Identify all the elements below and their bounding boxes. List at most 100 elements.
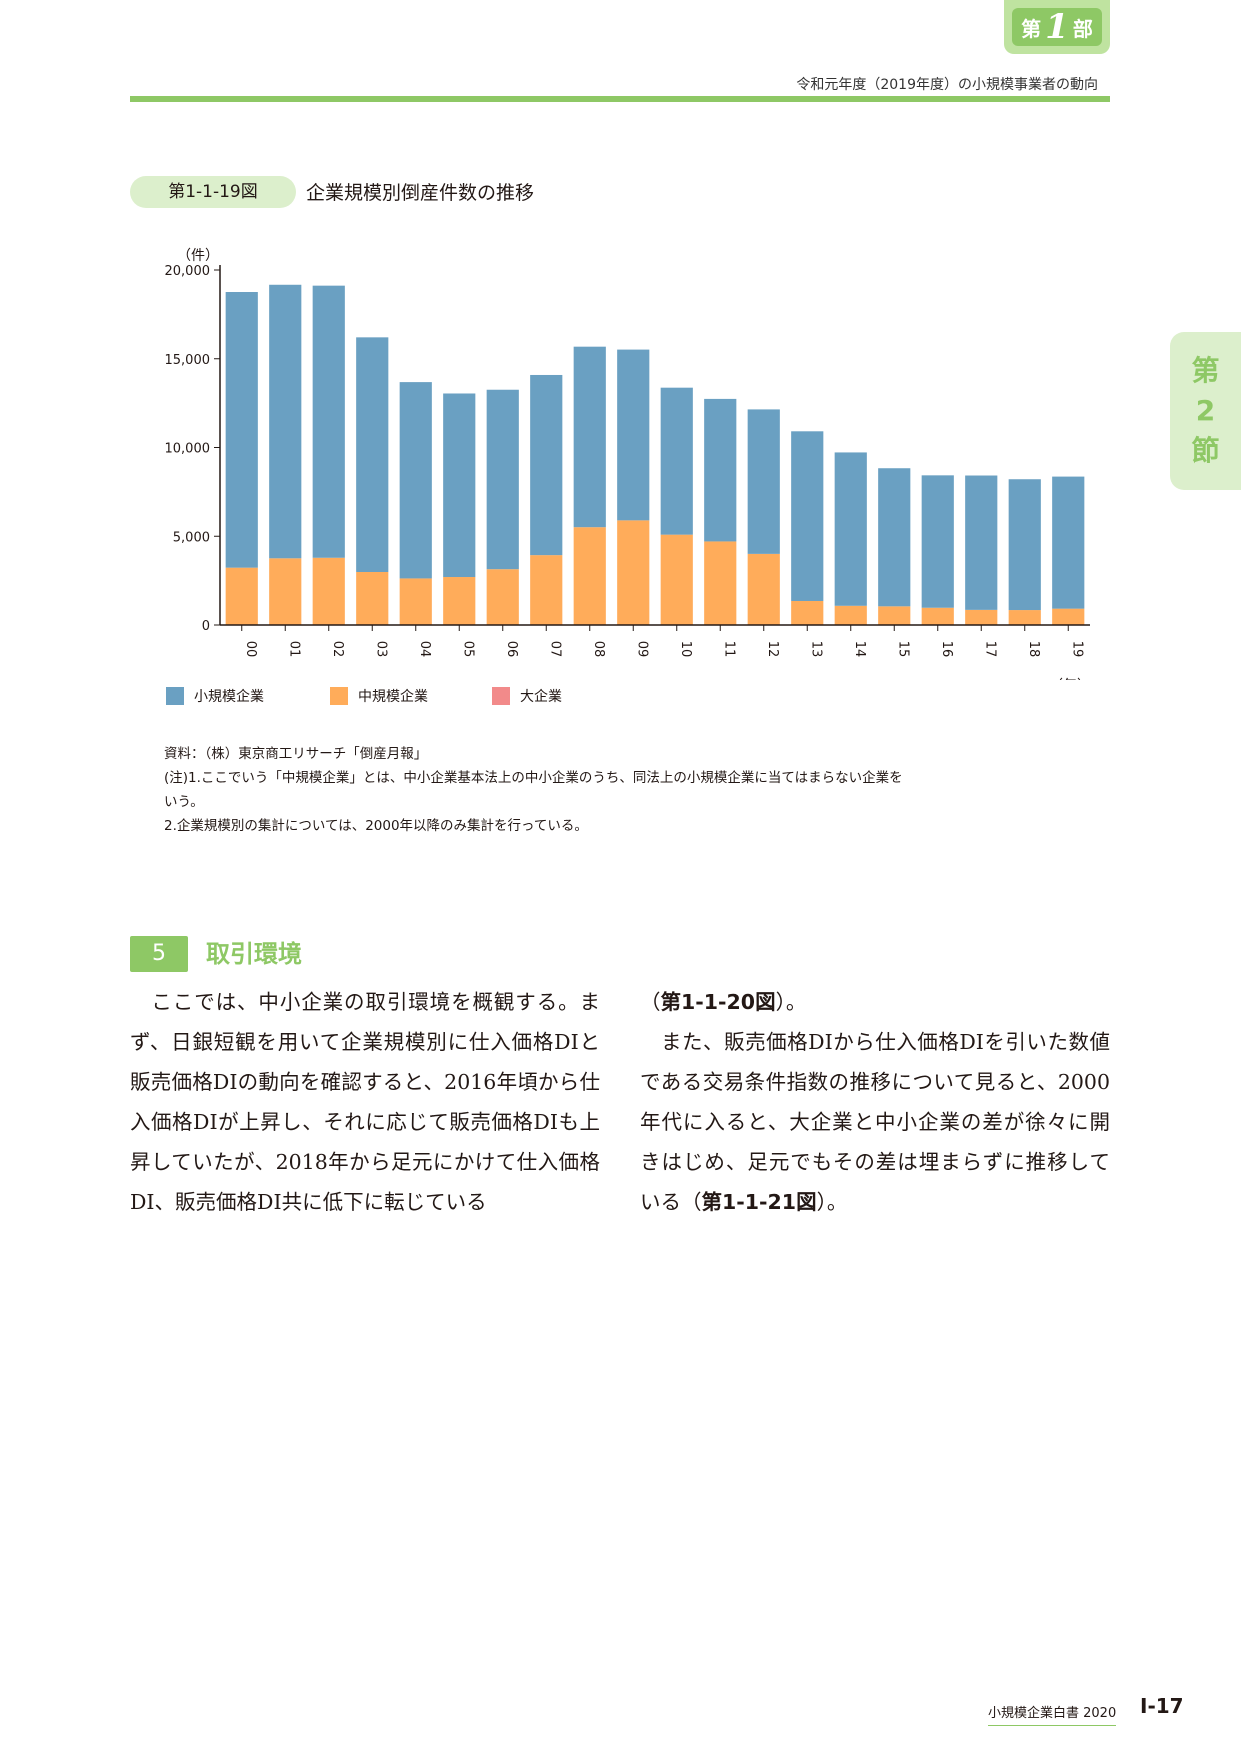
bar-segment bbox=[269, 558, 302, 625]
legend-item-small: 小規模企業 bbox=[166, 686, 264, 706]
part-tab-post: 部 bbox=[1072, 16, 1093, 41]
bar-segment bbox=[443, 393, 476, 578]
bar-segment bbox=[747, 409, 780, 554]
bar-segment bbox=[660, 534, 693, 625]
part-tab-label: 第 1 部 bbox=[1012, 8, 1102, 46]
x-tick-label: 04 bbox=[417, 641, 432, 658]
bar-segment bbox=[443, 577, 476, 625]
y-tick-label: 5,000 bbox=[173, 530, 210, 545]
bar-segment bbox=[617, 349, 650, 521]
bar-segment bbox=[269, 284, 302, 559]
bar-segment bbox=[225, 567, 258, 625]
x-tick-label: 08 bbox=[591, 641, 606, 658]
legend-label-small: 小規模企業 bbox=[194, 689, 264, 705]
figure-notes: 資料：（株）東京商工リサーチ「倒産月報」 (注)1.ここでいう「中規模企業」とは… bbox=[164, 742, 903, 838]
legend-item-medium: 中規模企業 bbox=[330, 686, 428, 706]
x-tick-label: 18 bbox=[1026, 641, 1041, 658]
x-tick-label: 17 bbox=[982, 641, 997, 658]
bar-segment bbox=[312, 557, 345, 625]
bar-segment bbox=[921, 607, 954, 625]
part-tab-number: 1 bbox=[1045, 7, 1069, 47]
section-title: 取引環境 bbox=[206, 940, 302, 968]
running-title: 令和元年度（2019年度）の小規模事業者の動向 bbox=[796, 77, 1098, 93]
bar-segment bbox=[921, 475, 954, 608]
x-tick-label: 02 bbox=[330, 641, 345, 658]
bar-segment bbox=[704, 398, 737, 542]
x-tick-label: 01 bbox=[286, 641, 301, 658]
bar-segment bbox=[791, 431, 824, 601]
bar-segment bbox=[356, 571, 389, 625]
body-paragraph: また、販売価格DIから仕入価格DIを引いた数値である交易条件指数の推移について見… bbox=[640, 1022, 1110, 1222]
bar-segment bbox=[530, 374, 563, 556]
bar-segment bbox=[747, 553, 780, 625]
footer-book-title: 小規模企業白書 2020 bbox=[988, 1702, 1117, 1726]
x-tick-label: 14 bbox=[852, 641, 867, 658]
bar-segment bbox=[573, 527, 606, 625]
bar-segment bbox=[878, 606, 911, 625]
section-tab-char: 2 bbox=[1195, 394, 1216, 427]
legend-swatch-medium bbox=[330, 687, 348, 705]
paren-close: ）。 bbox=[775, 990, 807, 1014]
x-tick-label: 15 bbox=[895, 641, 910, 658]
x-tick-label: 05 bbox=[460, 641, 475, 658]
bankruptcy-bar-chart: （件） （年） 0 5,000 10,000 15,000 20,000 00 01 02 03 04… bbox=[165, 248, 1092, 680]
figure-reference[interactable]: 第1-1-21図 bbox=[701, 1190, 817, 1214]
bar-segment bbox=[791, 600, 824, 625]
y-tick-label: 10,000 bbox=[165, 442, 211, 457]
legend-label-large: 大企業 bbox=[520, 689, 562, 705]
bar-segment bbox=[1052, 608, 1085, 625]
section-tab-char: 第 bbox=[1191, 354, 1220, 387]
bar-segment bbox=[704, 541, 737, 625]
y-tick-label: 15,000 bbox=[165, 353, 211, 368]
bar-segment bbox=[878, 468, 911, 607]
note-1: (注)1.ここでいう「中規模企業」とは、中小企業基本法上の中小企業のうち、同法上… bbox=[164, 770, 903, 786]
x-tick-label: 11 bbox=[721, 641, 736, 658]
body-column-right: （第1-1-20図）。 また、販売価格DIから仕入価格DIを引いた数値である交易… bbox=[640, 982, 1110, 1222]
section-tab-char: 節 bbox=[1191, 434, 1220, 467]
bar-segment bbox=[486, 569, 519, 625]
bar-segment bbox=[1052, 476, 1085, 609]
x-axis-unit: （年） bbox=[1049, 678, 1091, 680]
header-rule bbox=[130, 96, 1110, 102]
bar-segment bbox=[573, 346, 606, 528]
x-tick-label: 16 bbox=[939, 641, 954, 658]
x-tick-label: 12 bbox=[765, 641, 780, 658]
bar-segment bbox=[486, 389, 519, 570]
bar-segment bbox=[399, 382, 432, 579]
bar-segment bbox=[834, 452, 867, 606]
bar-segment bbox=[399, 578, 432, 625]
paren-close: ）。 bbox=[816, 1190, 848, 1214]
bar-segment bbox=[965, 475, 998, 610]
body-column-left: ここでは、中小企業の取引環境を概観する。まず、日銀短観を用いて企業規模別に仕入価… bbox=[130, 982, 600, 1222]
x-tick-label: 10 bbox=[678, 641, 693, 658]
legend-swatch-small bbox=[166, 687, 184, 705]
figure-reference[interactable]: 第1-1-20図 bbox=[660, 990, 776, 1014]
bar-segment bbox=[356, 337, 389, 572]
bar-segment bbox=[530, 555, 563, 625]
bar-segment bbox=[1008, 610, 1041, 625]
bar-segment bbox=[617, 520, 650, 625]
part-tab: 第 1 部 bbox=[1004, 0, 1110, 54]
body-paragraph: （第1-1-20図）。 bbox=[640, 982, 1110, 1022]
section-tab: 第 2 節 bbox=[1170, 332, 1241, 490]
paren-open: （ bbox=[640, 990, 661, 1014]
body-paragraph: ここでは、中小企業の取引環境を概観する。まず、日銀短観を用いて企業規模別に仕入価… bbox=[130, 990, 600, 1214]
bar-segment bbox=[312, 285, 345, 558]
x-tick-label: 06 bbox=[504, 641, 519, 658]
x-tick-label: 19 bbox=[1069, 641, 1084, 658]
bar-segment bbox=[660, 387, 693, 535]
page-number: Ⅰ-17 bbox=[1140, 1694, 1184, 1718]
x-tick-label: 03 bbox=[373, 641, 388, 658]
source-note: 資料：（株）東京商工リサーチ「倒産月報」 bbox=[164, 746, 428, 762]
note-2: 2.企業規模別の集計については、2000年以降のみ集計を行っている。 bbox=[164, 818, 588, 834]
bar-segment bbox=[1008, 479, 1041, 611]
part-tab-pre: 第 bbox=[1021, 16, 1042, 41]
x-tick-label: 00 bbox=[243, 641, 258, 658]
paragraph-text: また、販売価格DIから仕入価格DIを引いた数値である交易条件指数の推移について見… bbox=[640, 1030, 1110, 1214]
legend-item-large: 大企業 bbox=[492, 686, 562, 706]
bar-segment bbox=[225, 292, 258, 568]
x-tick-label: 13 bbox=[808, 641, 823, 658]
figure-title: 企業規模別倒産件数の推移 bbox=[306, 182, 535, 204]
legend-swatch-large bbox=[492, 687, 510, 705]
bar-segment bbox=[965, 609, 998, 625]
